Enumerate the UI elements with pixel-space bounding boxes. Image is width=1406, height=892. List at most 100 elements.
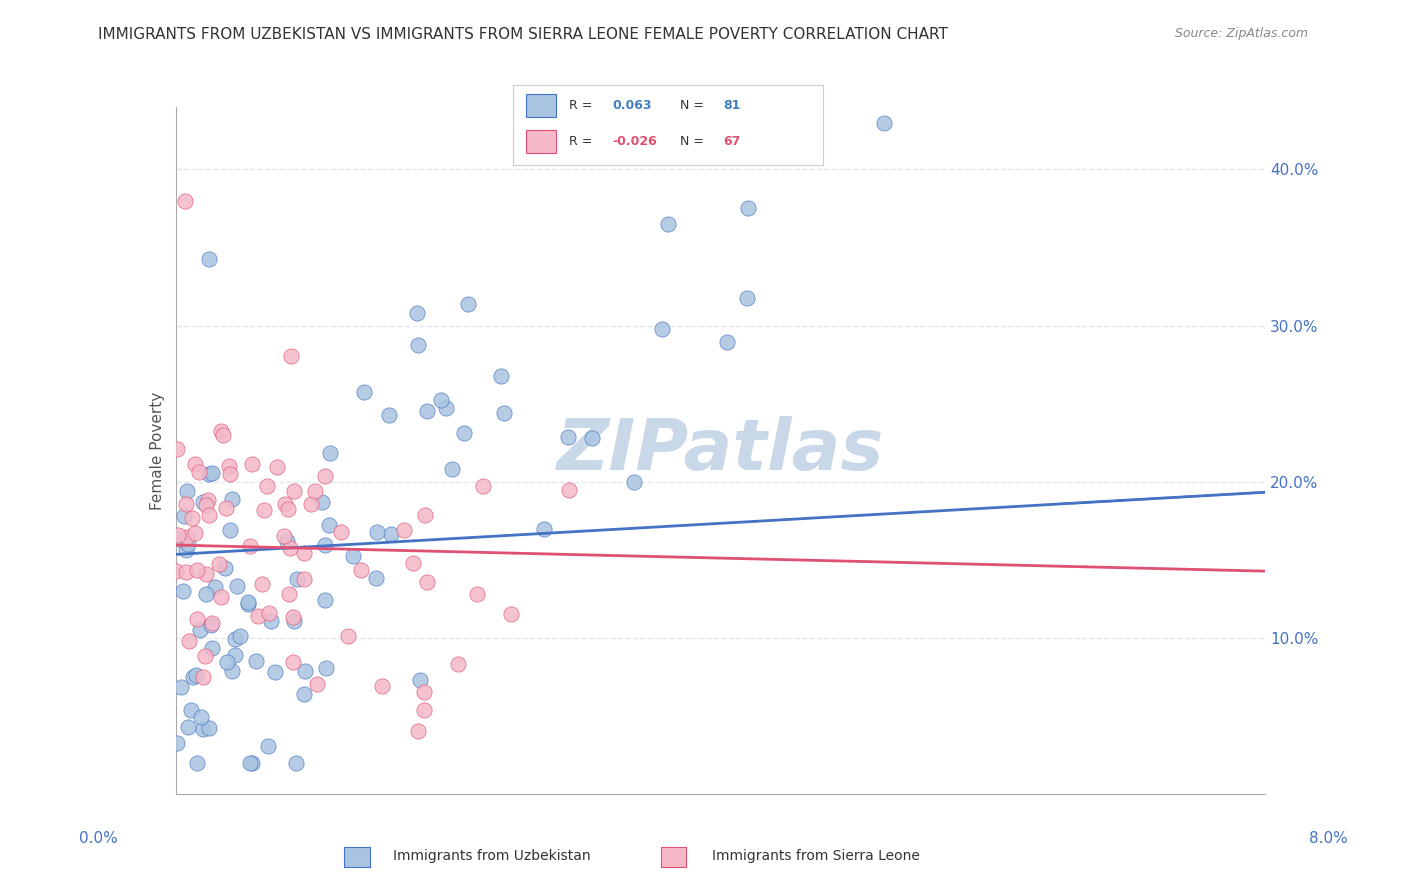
Point <box>197 493 219 508</box>
Point <box>283 483 305 498</box>
Point <box>278 541 301 556</box>
Point <box>873 115 896 129</box>
Point <box>281 609 304 624</box>
Point <box>314 593 336 607</box>
Point <box>465 587 488 601</box>
Point <box>193 494 215 508</box>
Point <box>337 629 360 643</box>
Point <box>412 703 434 717</box>
Point <box>256 479 278 493</box>
Point <box>252 576 274 591</box>
Point <box>283 656 305 670</box>
Point <box>219 467 242 481</box>
Point <box>394 523 416 537</box>
Text: IMMIGRANTS FROM UZBEKISTAN VS IMMIGRANTS FROM SIERRA LEONE FEMALE POVERTY CORREL: IMMIGRANTS FROM UZBEKISTAN VS IMMIGRANTS… <box>98 27 948 42</box>
Point <box>405 305 427 319</box>
Point <box>406 338 429 352</box>
Point <box>557 430 579 444</box>
Point <box>366 571 388 585</box>
Point <box>408 673 430 687</box>
Point <box>195 566 218 581</box>
Point <box>623 475 645 490</box>
Point <box>201 641 224 656</box>
Point <box>211 427 233 442</box>
Point <box>315 661 337 675</box>
Point <box>412 685 434 699</box>
Point <box>224 648 246 662</box>
Point <box>581 431 603 445</box>
Point <box>429 392 451 407</box>
Point <box>177 633 200 648</box>
Point <box>314 538 336 552</box>
Point <box>201 616 224 631</box>
Point <box>319 446 342 460</box>
Point <box>292 572 315 586</box>
Point <box>174 543 197 558</box>
Point <box>176 483 198 498</box>
Point <box>277 587 299 601</box>
Text: 81: 81 <box>724 99 741 112</box>
Point <box>184 457 207 471</box>
Point <box>198 467 221 481</box>
Point <box>457 297 479 311</box>
Text: ZIPatlas: ZIPatlas <box>557 416 884 485</box>
Point <box>416 575 439 590</box>
Point <box>284 756 307 770</box>
Point <box>273 528 295 542</box>
Point <box>413 508 436 522</box>
Point <box>305 677 328 691</box>
Point <box>198 508 221 523</box>
Text: Immigrants from Uzbekistan: Immigrants from Uzbekistan <box>394 849 591 863</box>
Point <box>188 624 211 638</box>
Point <box>657 217 679 231</box>
Point <box>197 252 219 266</box>
Point <box>236 597 259 611</box>
Point <box>193 670 215 684</box>
Point <box>245 654 267 668</box>
Point <box>184 668 207 682</box>
Point <box>292 546 315 560</box>
Point <box>221 664 243 678</box>
Point <box>259 606 281 620</box>
Bar <box>526 95 557 117</box>
Point <box>181 670 204 684</box>
Point <box>188 465 211 479</box>
Point <box>208 557 231 571</box>
Point <box>194 648 217 663</box>
Point <box>209 590 232 604</box>
Text: R =: R = <box>569 99 596 112</box>
Point <box>501 607 523 622</box>
Point <box>238 595 260 609</box>
Point <box>229 629 252 643</box>
Point <box>239 756 262 770</box>
Point <box>446 657 468 672</box>
Point <box>285 572 308 586</box>
Point <box>177 537 200 551</box>
Point <box>239 540 262 554</box>
Point <box>214 561 236 575</box>
Point <box>280 349 302 363</box>
Point <box>716 334 738 349</box>
Point <box>225 579 247 593</box>
Point <box>453 425 475 440</box>
Point <box>240 458 263 472</box>
Text: 0.0%: 0.0% <box>79 831 118 846</box>
Point <box>277 501 299 516</box>
Point <box>242 756 264 770</box>
Point <box>301 497 323 511</box>
Point <box>378 408 401 422</box>
Point <box>314 468 336 483</box>
Point <box>186 756 208 770</box>
Point <box>266 459 288 474</box>
Point <box>371 679 394 693</box>
Point <box>416 404 439 418</box>
Point <box>166 736 188 750</box>
Point <box>408 724 430 739</box>
Point <box>292 687 315 701</box>
Point <box>304 483 326 498</box>
Point <box>180 511 202 525</box>
Bar <box>526 130 557 153</box>
Point <box>221 491 243 506</box>
Point <box>186 563 208 577</box>
Text: Source: ZipAtlas.com: Source: ZipAtlas.com <box>1174 27 1308 40</box>
